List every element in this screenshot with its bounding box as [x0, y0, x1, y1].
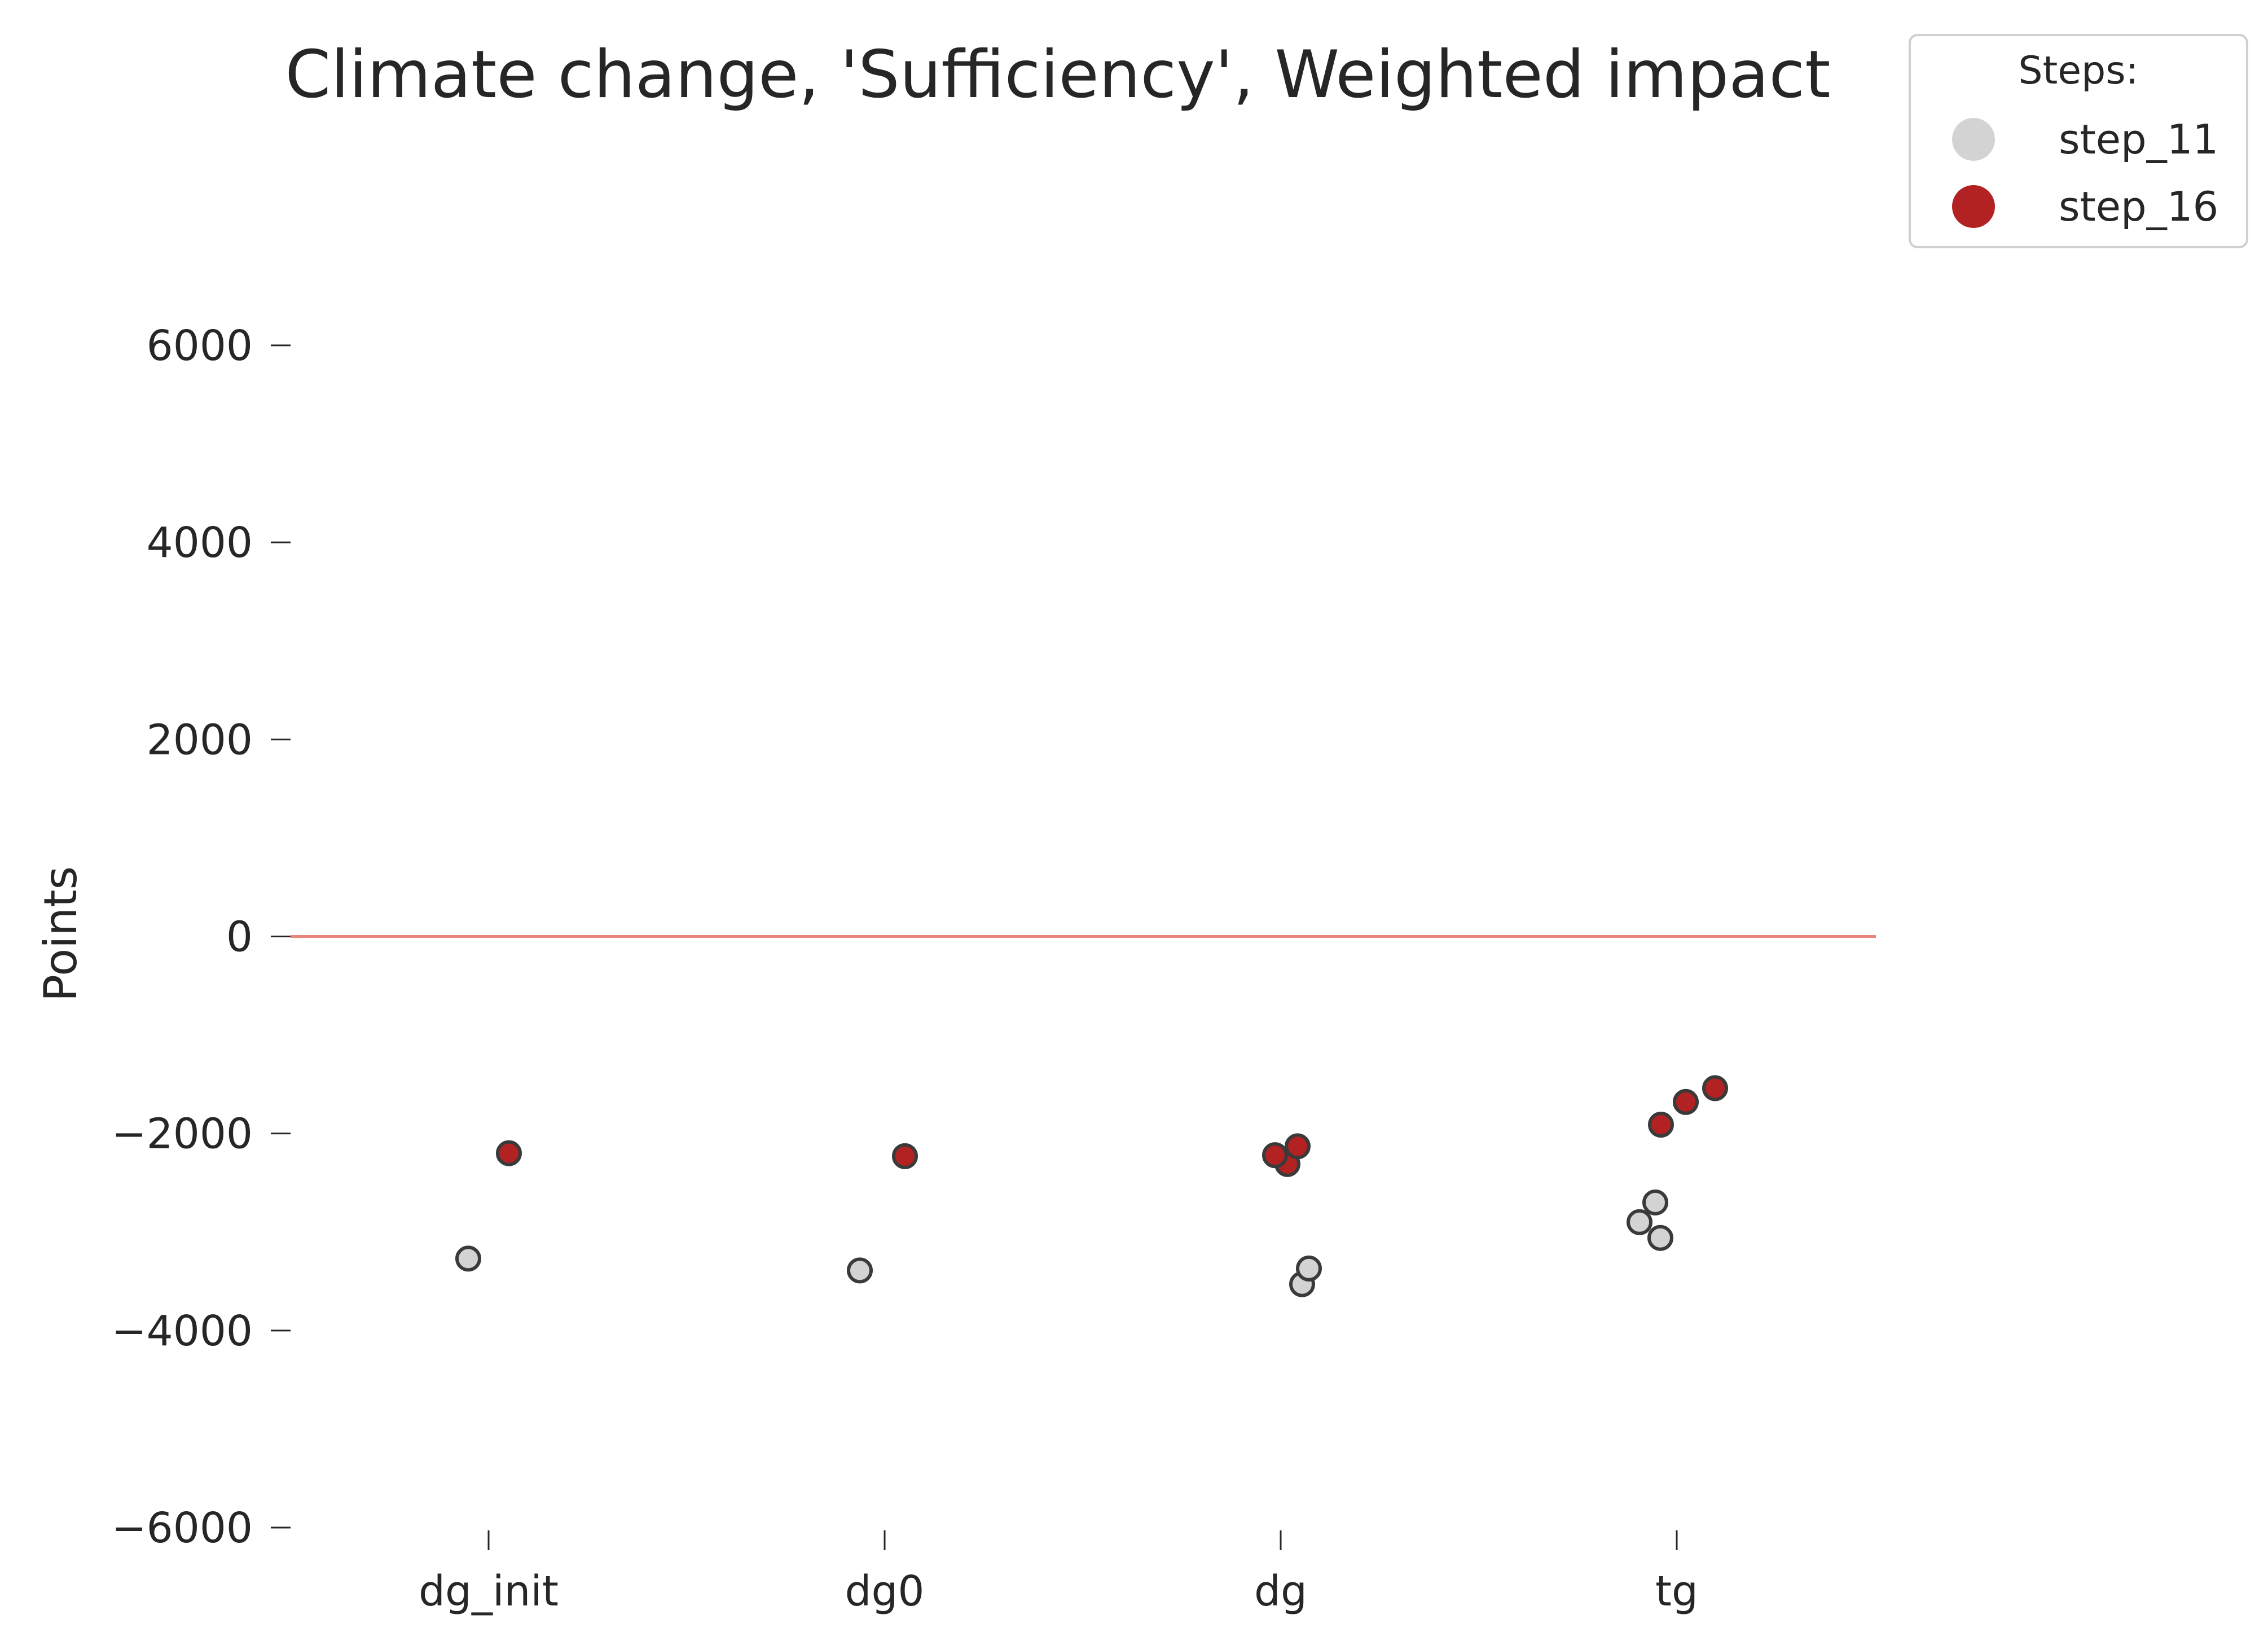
y-axis: −6000 −4000 −2000 0 2000 4000 6000 [112, 322, 291, 1552]
y-axis-label: Points [34, 866, 87, 1002]
scatter-points [455, 1075, 1728, 1297]
y-tick-label: −2000 [112, 1110, 253, 1159]
y-tick-label: 6000 [147, 322, 253, 370]
legend-label-step-11: step_11 [2059, 116, 2218, 163]
data-point-step-11 [1296, 1255, 1322, 1282]
data-point-step-16 [1285, 1133, 1311, 1160]
x-tick-label: dg_init [419, 1567, 559, 1616]
legend-box [1909, 34, 2248, 248]
data-point-step-16 [892, 1143, 918, 1169]
y-tick-label: 4000 [147, 519, 253, 567]
x-tick-label: tg [1655, 1567, 1698, 1616]
legend: Steps: step_11 step_16 [1909, 34, 2248, 248]
data-point-step-16 [496, 1140, 522, 1166]
legend-marker-step-11 [1952, 118, 1995, 161]
data-point-step-16 [1673, 1089, 1699, 1115]
y-tick-label: 0 [226, 913, 253, 962]
y-tick-label: −4000 [112, 1307, 253, 1355]
x-tick-label: dg [1254, 1567, 1307, 1616]
x-axis: dg_init dg0 dg tg [419, 1530, 1698, 1616]
legend-marker-step-16 [1952, 185, 1995, 228]
data-point-step-16 [1262, 1142, 1288, 1169]
data-point-step-11 [455, 1245, 481, 1272]
y-tick-label: −6000 [112, 1504, 253, 1552]
data-point-step-11 [1642, 1189, 1668, 1216]
data-point-step-16 [1648, 1111, 1674, 1138]
data-point-step-11 [1627, 1209, 1652, 1235]
chart-title: Climate change, 'Sufficiency', Weighted … [285, 37, 1830, 113]
x-tick-label: dg0 [845, 1567, 924, 1616]
data-point-step-11 [847, 1257, 873, 1284]
legend-label-step-16: step_16 [2059, 183, 2218, 230]
y-tick-label: 2000 [147, 716, 253, 764]
data-point-step-11 [1647, 1225, 1673, 1251]
legend-title: Steps: [2018, 49, 2138, 93]
data-point-step-16 [1702, 1075, 1728, 1102]
